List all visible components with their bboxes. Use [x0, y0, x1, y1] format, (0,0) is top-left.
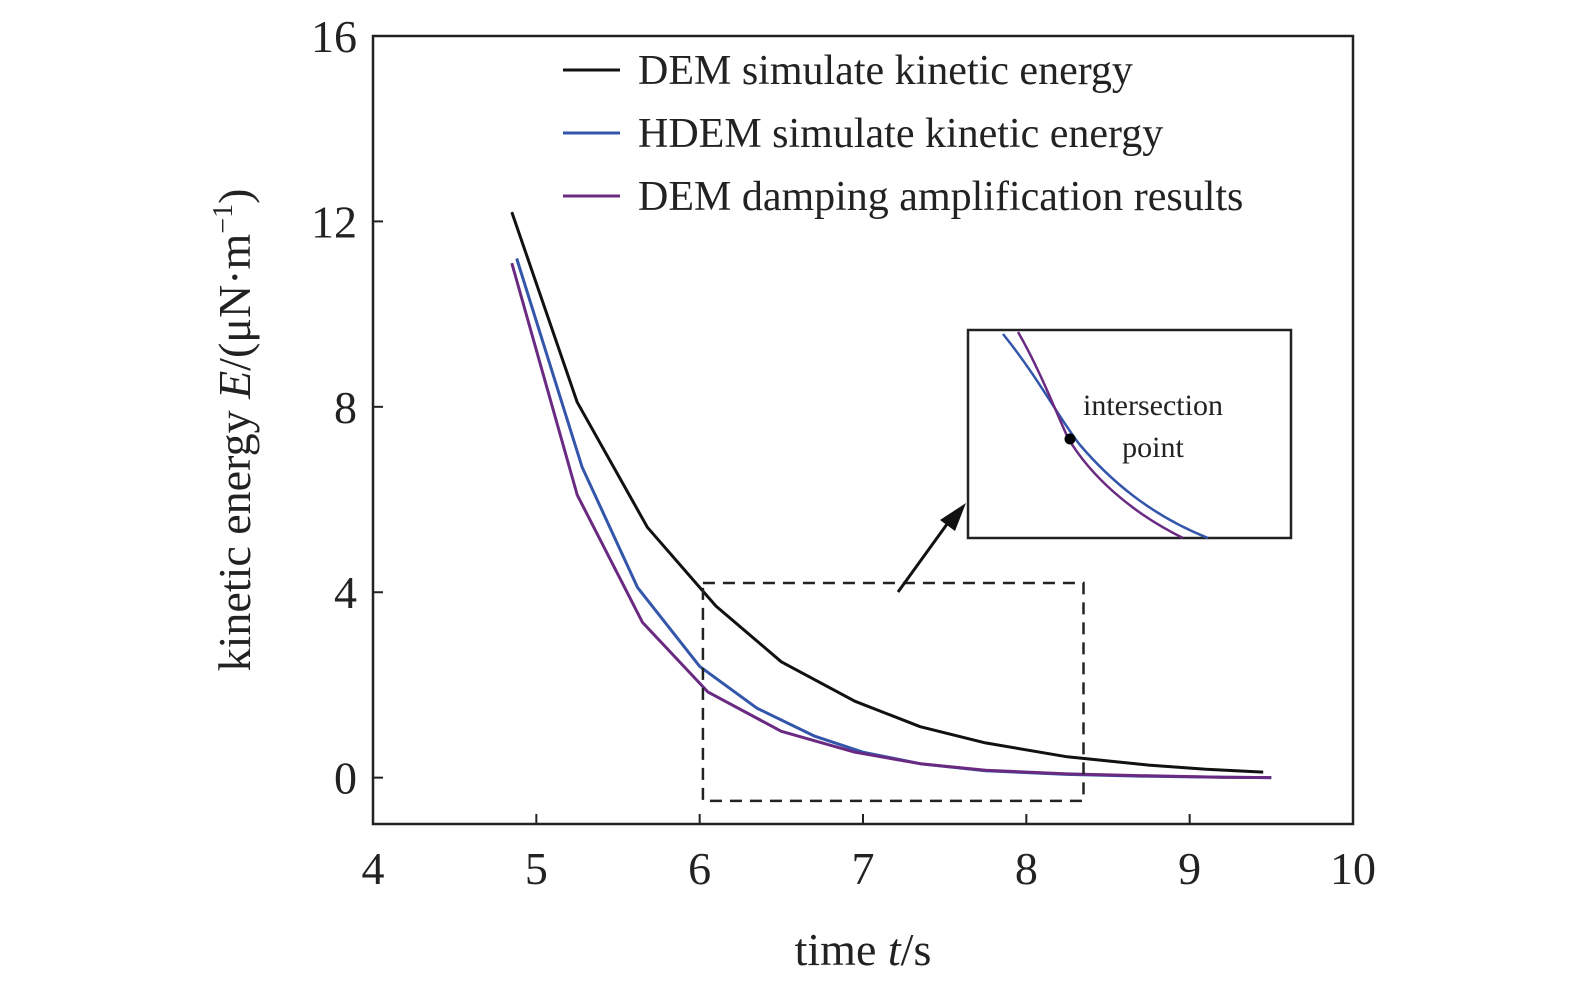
zoom-region-box [701, 581, 1085, 803]
x-tick-label: 7 [852, 843, 875, 894]
zoom-arrow-line [896, 519, 952, 593]
x-tick-label: 8 [1015, 843, 1038, 894]
x-tick-label: 6 [688, 843, 711, 894]
y-axis-title: kinetic energy E/(μN·m−1) [208, 189, 260, 672]
y-tick-label: 8 [334, 382, 357, 433]
y-tick-label: 4 [334, 567, 357, 618]
x-axis-title: time t/s [795, 924, 932, 975]
series-line-3 [510, 262, 1272, 780]
x-tick-label: 10 [1330, 843, 1376, 894]
y-tick-label: 16 [311, 11, 357, 62]
x-tick-label: 4 [362, 843, 385, 894]
zoom-arrow-head [940, 503, 966, 531]
series-line-1 [510, 211, 1264, 774]
inset-label-line2: point [1122, 431, 1184, 464]
intersection-point-marker [1064, 433, 1076, 445]
inset-hdem-curve [1002, 333, 1209, 540]
x-tick-label: 5 [525, 843, 548, 894]
inset-box [966, 328, 1293, 540]
legend-label-1: DEM simulate kinetic energy [638, 48, 1133, 94]
legend-label-2: HDEM simulate kinetic energy [638, 111, 1163, 157]
legend-label-3: DEM damping amplification results [638, 174, 1243, 220]
inset-label-line1: intersection [1083, 389, 1223, 422]
y-tick-label: 12 [311, 196, 357, 247]
y-tick-label: 0 [334, 753, 357, 804]
x-tick-label: 9 [1178, 843, 1201, 894]
